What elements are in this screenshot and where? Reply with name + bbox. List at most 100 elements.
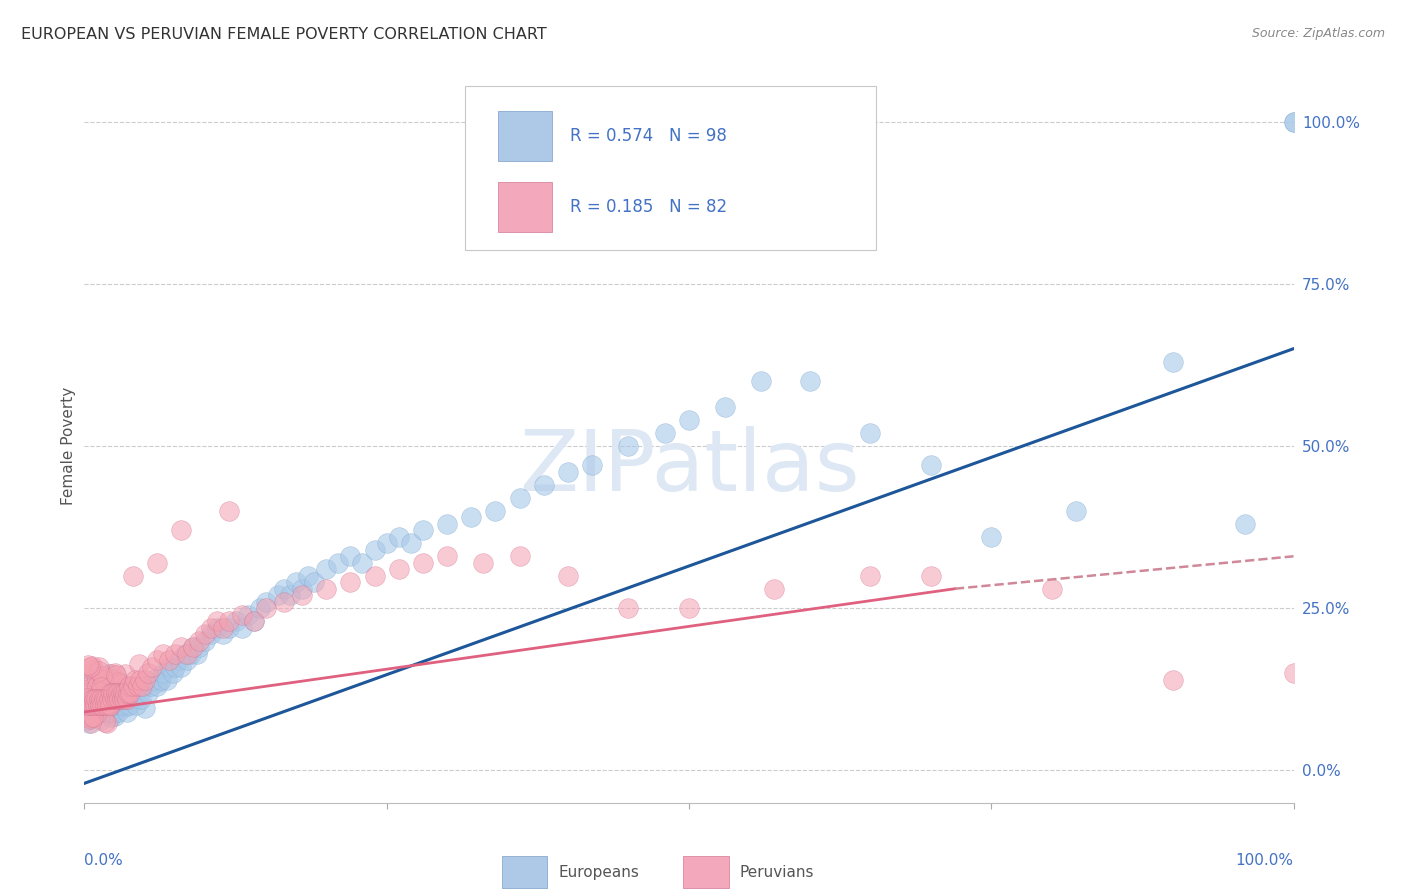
Point	[242, 614, 264, 628]
Point	[112, 698, 135, 713]
Point	[533, 478, 555, 492]
Text: EUROPEAN VS PERUVIAN FEMALE POVERTY CORRELATION CHART: EUROPEAN VS PERUVIAN FEMALE POVERTY CORR…	[21, 27, 547, 42]
Point	[218, 621, 240, 635]
Point	[149, 673, 172, 687]
Point	[267, 588, 290, 602]
Point	[284, 575, 308, 590]
Point	[114, 699, 136, 714]
Point	[96, 698, 118, 713]
Point	[105, 692, 128, 706]
Point	[678, 413, 700, 427]
Point	[82, 698, 104, 713]
Point	[859, 568, 882, 582]
Point	[436, 549, 458, 564]
Point	[352, 556, 374, 570]
Point	[1234, 516, 1257, 531]
Point	[79, 711, 101, 725]
Point	[799, 374, 821, 388]
Point	[375, 536, 398, 550]
Point	[101, 698, 124, 713]
Point	[163, 647, 186, 661]
Point	[128, 657, 150, 671]
Point	[188, 640, 211, 654]
Point	[188, 633, 211, 648]
Point	[120, 692, 142, 706]
Point	[557, 568, 579, 582]
Point	[86, 692, 108, 706]
Point	[173, 647, 195, 661]
FancyBboxPatch shape	[683, 856, 728, 888]
Point	[121, 679, 143, 693]
Point	[98, 698, 121, 713]
Point	[80, 658, 103, 673]
Point	[100, 696, 122, 710]
Point	[84, 700, 107, 714]
Point	[920, 458, 942, 473]
Point	[84, 698, 107, 713]
Point	[212, 621, 235, 635]
Point	[83, 692, 105, 706]
Point	[104, 692, 127, 706]
Point	[273, 582, 295, 596]
Point	[146, 653, 169, 667]
Point	[236, 607, 259, 622]
Point	[124, 692, 146, 706]
Point	[91, 669, 114, 683]
Point	[114, 667, 136, 681]
Point	[93, 692, 115, 706]
Point	[86, 699, 108, 714]
Point	[125, 698, 148, 713]
Point	[436, 516, 458, 531]
Point	[115, 705, 138, 719]
Point	[100, 692, 122, 706]
Point	[617, 439, 640, 453]
Point	[80, 710, 103, 724]
Point	[100, 697, 122, 711]
Point	[83, 705, 105, 719]
Point	[388, 530, 411, 544]
Text: 0.0%: 0.0%	[84, 853, 124, 868]
Point	[148, 675, 170, 690]
Point	[100, 710, 122, 724]
Point	[104, 665, 127, 680]
Point	[1161, 354, 1184, 368]
Text: ZIPatlas: ZIPatlas	[519, 425, 859, 509]
Point	[96, 715, 118, 730]
Point	[79, 698, 101, 713]
Point	[91, 683, 114, 698]
Point	[212, 627, 235, 641]
Point	[1040, 582, 1063, 596]
Point	[339, 575, 361, 590]
Point	[104, 703, 127, 717]
Point	[93, 673, 115, 687]
Point	[79, 713, 101, 727]
Point	[138, 666, 160, 681]
Point	[121, 685, 143, 699]
Point	[254, 601, 277, 615]
Point	[79, 660, 101, 674]
Point	[218, 614, 240, 628]
Point	[297, 568, 319, 582]
Point	[114, 685, 136, 699]
Point	[141, 659, 163, 673]
Point	[714, 400, 737, 414]
Point	[86, 698, 108, 713]
Point	[339, 549, 361, 564]
Point	[101, 690, 124, 704]
Point	[89, 698, 111, 713]
Point	[77, 713, 100, 727]
Point	[225, 614, 247, 628]
Point	[115, 692, 138, 706]
Point	[146, 679, 169, 693]
Point	[678, 601, 700, 615]
Point	[77, 715, 100, 730]
Point	[98, 675, 121, 690]
Point	[104, 698, 127, 713]
Point	[104, 692, 127, 706]
Point	[218, 504, 240, 518]
Point	[1282, 666, 1305, 681]
Point	[107, 701, 129, 715]
Point	[152, 666, 174, 681]
Point	[79, 702, 101, 716]
Point	[388, 562, 411, 576]
